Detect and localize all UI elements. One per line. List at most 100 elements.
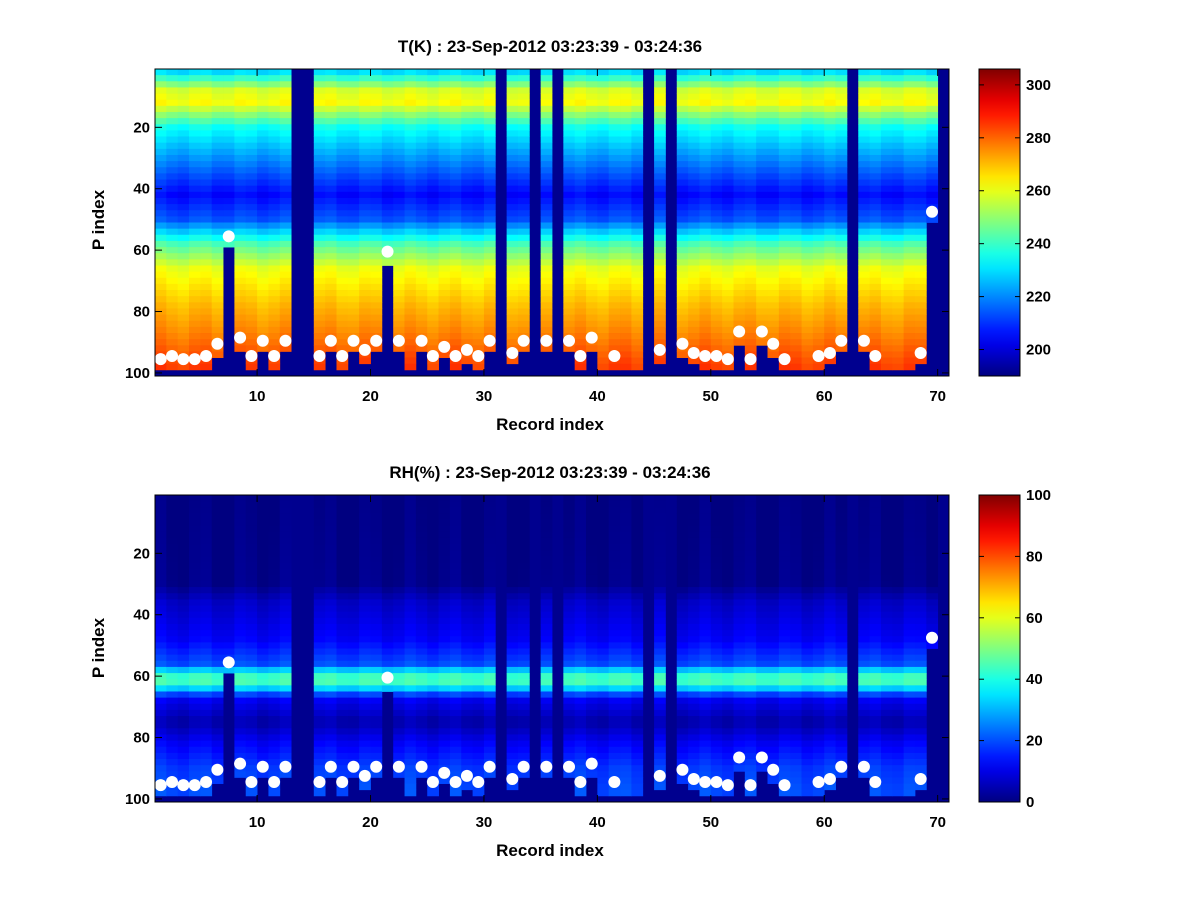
heatmap-cell [574,148,587,156]
heatmap-cell [449,247,462,254]
heatmap-cell [370,722,383,729]
heatmap-cell [359,357,371,365]
heatmap-cell [608,673,621,680]
heatmap-cell [245,253,258,260]
heatmap-cell [778,296,791,303]
heatmap-cell [620,314,632,322]
heatmap-cell [756,283,768,291]
heatmap-cell [381,605,394,613]
heatmap-cell [676,228,689,236]
heatmap-cell [325,550,337,557]
heatmap-cell [483,142,496,150]
heatmap-cell [347,210,360,217]
heatmap-cell [461,290,473,297]
heatmap-cell [189,124,201,131]
heatmap-cell [631,703,644,711]
heatmap-cell [903,290,916,297]
heatmap-cell [790,179,802,187]
heatmap-cell [620,363,632,371]
heatmap-cell [824,271,836,279]
heatmap-cell [211,568,224,576]
heatmap-cell [370,283,383,291]
heatmap-cell [257,93,269,101]
surface-marker [415,334,428,347]
heatmap-cell [449,765,462,772]
heatmap-cell [381,111,394,119]
heatmap-cell [744,277,757,285]
heatmap-cell [268,185,281,193]
heatmap-cell [790,265,802,273]
heatmap-cell [926,93,939,101]
surface-marker [687,346,700,359]
heatmap-cell [517,728,530,735]
heatmap-cell [200,265,213,273]
heatmap-cell [325,746,337,754]
heatmap-cell [461,728,473,735]
heatmap-cell [563,296,576,303]
heatmap-cell [245,161,258,168]
heatmap-cell [200,191,213,199]
x-tick-label: 50 [702,388,719,405]
heatmap-cell [415,611,428,619]
heatmap-cell [914,179,927,187]
heatmap-cell [801,259,814,266]
heatmap-cell [563,587,576,594]
heatmap-cell [404,697,417,705]
heatmap-cell [586,709,598,717]
heatmap-cell [744,179,757,187]
heatmap-cell [347,709,360,717]
heatmap-cell [404,593,417,600]
heatmap-cell [903,142,916,150]
heatmap-cell [517,507,530,514]
heatmap-cell [347,247,360,254]
heatmap-cell [620,197,632,205]
heatmap-cell [279,531,292,539]
heatmap-cell [415,525,428,533]
heatmap-cell [574,222,587,230]
heatmap-cell [245,673,258,680]
heatmap-cell [189,722,201,729]
heatmap-cell [688,339,700,346]
heatmap-cell [858,302,870,309]
heatmap-cell [200,81,213,88]
heatmap-cell [427,81,439,88]
heatmap-cell [472,568,485,576]
heatmap-cell [404,167,417,174]
heatmap-cell [257,617,269,625]
heatmap-cell [166,519,179,527]
heatmap-cell [189,99,201,107]
heatmap-cell [620,580,632,588]
heatmap-cell [620,617,632,625]
heatmap-cell [903,320,916,328]
heatmap-cell [177,574,190,582]
heatmap-cell [461,130,473,137]
heatmap-cell [654,574,666,582]
heatmap-cell [733,148,746,156]
heatmap-cell [903,99,916,107]
heatmap-cell [620,697,632,705]
heatmap-cell [461,314,473,322]
heatmap-cell [404,722,417,729]
heatmap-cell [415,314,428,322]
heatmap-cell [563,771,576,778]
heatmap-cell [313,179,326,187]
heatmap-cell [586,562,598,570]
heatmap-column [449,495,462,797]
heatmap-cell [427,271,439,279]
heatmap-cell [472,593,485,600]
heatmap-cell [597,666,610,674]
heatmap-cell [756,191,768,199]
heatmap-cell [517,259,530,266]
heatmap-cell [359,179,371,187]
heatmap-cell [189,544,201,551]
heatmap-cell [177,277,190,285]
heatmap-cell [483,568,496,576]
heatmap-cell [688,142,700,150]
heatmap-cell [688,513,700,520]
heatmap-cell [189,513,201,520]
heatmap-cell [778,81,791,88]
heatmap-cell [574,703,587,711]
heatmap-cell [608,93,621,101]
heatmap-cell [245,636,258,643]
heatmap-cell [654,93,666,101]
